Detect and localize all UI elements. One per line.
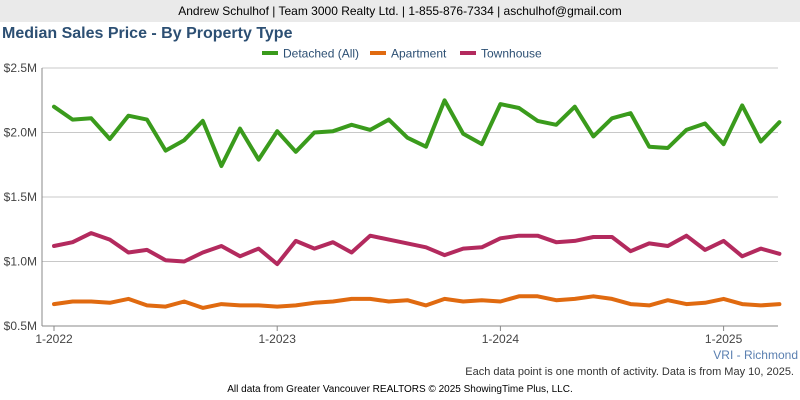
y-tick-label: $1.0M <box>4 255 37 269</box>
x-tick-label: 1-2023 <box>259 332 297 346</box>
legend-label: Detached (All) <box>283 47 359 61</box>
y-tick-label: $2.5M <box>4 61 37 75</box>
y-tick-label: $1.5M <box>4 190 37 204</box>
series-line-detached-all <box>52 98 782 168</box>
region-label: VRI - Richmond <box>713 348 798 362</box>
x-tick-label: 1-2024 <box>482 332 520 346</box>
series-line-townhouse <box>52 231 782 267</box>
chart-legend: Detached (All) Apartment Townhouse <box>262 47 542 61</box>
y-tick-label: $2.0M <box>4 126 37 140</box>
legend-label: Townhouse <box>481 47 542 61</box>
y-tick-label: $0.5M <box>4 319 37 333</box>
series-lines <box>52 98 782 310</box>
agent-contact-header: Andrew Schulhof | Team 3000 Realty Ltd. … <box>178 4 622 18</box>
gridlines <box>42 67 778 327</box>
header-bar <box>0 0 800 22</box>
chart-title: Median Sales Price - By Property Type <box>2 25 293 42</box>
x-tick-label: 1-2022 <box>35 332 73 346</box>
series-line-apartment <box>52 294 782 310</box>
footer-attribution: All data from Greater Vancouver REALTORS… <box>227 384 573 395</box>
data-note: Each data point is one month of activity… <box>465 366 794 378</box>
legend-label: Apartment <box>391 47 447 61</box>
x-tick-label: 1-2025 <box>705 332 743 346</box>
axes: $0.5M $1.0M $1.5M $2.0M $2.5M 1-2022 1-2023 1-2… <box>4 61 778 346</box>
